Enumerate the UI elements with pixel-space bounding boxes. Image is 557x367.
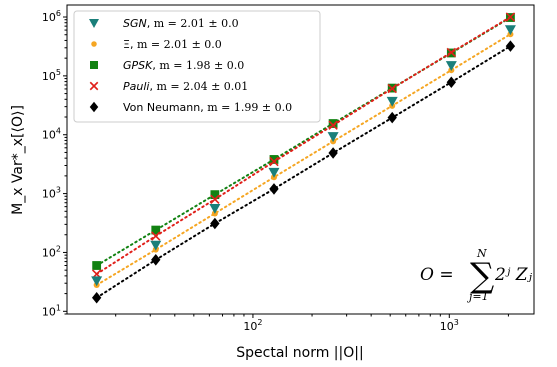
data-point xyxy=(151,225,161,235)
legend-marker xyxy=(90,61,98,69)
legend-label: Pauli, m = 2.04 ± 0.01 xyxy=(123,80,248,93)
data-point xyxy=(504,25,516,36)
x-tick-label: 103 xyxy=(440,318,459,333)
x-tick-label: 102 xyxy=(243,318,262,333)
y-tick-label: 102 xyxy=(42,244,61,259)
annotation-lhs: O = xyxy=(420,265,454,285)
data-point xyxy=(91,276,103,287)
y-tick-label: 106 xyxy=(42,9,61,24)
legend-entry: GPSK, m = 1.98 ± 0.0 xyxy=(90,59,244,72)
operator-annotation: O = ∑ N j=1 2ʲ Zⱼ xyxy=(420,247,533,303)
plot-frame xyxy=(66,4,535,315)
data-point xyxy=(387,111,397,124)
y-tick-label: 103 xyxy=(42,186,61,201)
data-point xyxy=(210,217,220,230)
legend-label: Von Neumann, m = 1.99 ± 0.0 xyxy=(123,101,292,114)
legend-entry: Ξ, m = 2.01 ± 0.0 xyxy=(91,38,222,51)
sum-symbol: ∑ xyxy=(470,256,494,296)
data-point xyxy=(151,231,161,241)
sum-lower-limit: j=1 xyxy=(466,290,489,303)
data-point xyxy=(445,61,457,72)
legend-marker xyxy=(89,19,99,28)
data-point xyxy=(505,40,516,52)
data-point xyxy=(269,183,279,195)
legend-label: SGN, m = 2.01 ± 0.0 xyxy=(123,17,239,30)
data-point xyxy=(328,119,338,128)
data-point xyxy=(269,156,279,167)
series-sgn xyxy=(91,25,516,287)
data-point xyxy=(505,12,516,22)
legend-label: Ξ, m = 2.01 ± 0.0 xyxy=(123,38,222,51)
data-point xyxy=(446,47,457,58)
data-point xyxy=(387,83,397,94)
series-von-neumann xyxy=(91,40,516,304)
x-axis-title: Spectal norm ||O|| xyxy=(236,345,363,361)
legend-box xyxy=(73,10,321,123)
data-point xyxy=(91,291,102,304)
legend-marker xyxy=(89,101,99,113)
data-point xyxy=(92,261,102,270)
y-tick-label: 104 xyxy=(42,127,61,142)
data-point xyxy=(269,155,279,164)
sum-upper-limit: N xyxy=(476,247,487,260)
fit-line xyxy=(95,16,512,275)
data-point xyxy=(210,190,220,200)
legend-entry: Pauli, m = 2.04 ± 0.01 xyxy=(89,80,248,93)
fit-line xyxy=(95,45,512,299)
legend-entries: SGN, m = 2.01 ± 0.0 Ξ, m = 2.01 ± 0.0 GPSK… xyxy=(89,17,292,114)
data-point xyxy=(150,240,162,251)
axes-layer: 102 103 101 102 103 104 105 106 xyxy=(42,9,509,333)
y-axis-title: M_x Var*_x[⟨O⟩] xyxy=(10,105,26,215)
legend-label: GPSK, m = 1.98 ± 0.0 xyxy=(123,59,244,72)
data-point xyxy=(328,147,338,159)
data-point xyxy=(386,96,398,107)
data-point xyxy=(327,132,339,143)
legend-marker xyxy=(91,41,97,47)
data-point xyxy=(268,167,280,178)
legend-entry: Von Neumann, m = 1.99 ± 0.0 xyxy=(89,101,292,114)
series-pauli xyxy=(91,12,516,279)
y-tick-label: 101 xyxy=(42,303,61,318)
y-tick-label: 105 xyxy=(42,68,61,83)
annotation-term: 2ʲ Zⱼ xyxy=(494,265,533,285)
series-layer xyxy=(91,12,516,304)
data-point xyxy=(151,254,161,266)
legend: SGN, m = 2.01 ± 0.0 Ξ, m = 2.01 ± 0.0 GPSK… xyxy=(73,10,321,123)
data-point xyxy=(209,204,221,214)
legend-marker xyxy=(89,81,99,91)
data-point xyxy=(210,194,220,204)
data-point xyxy=(446,76,456,88)
fit-line xyxy=(95,33,512,286)
legend-entry: SGN, m = 2.01 ± 0.0 xyxy=(89,17,239,30)
data-point xyxy=(328,120,338,130)
